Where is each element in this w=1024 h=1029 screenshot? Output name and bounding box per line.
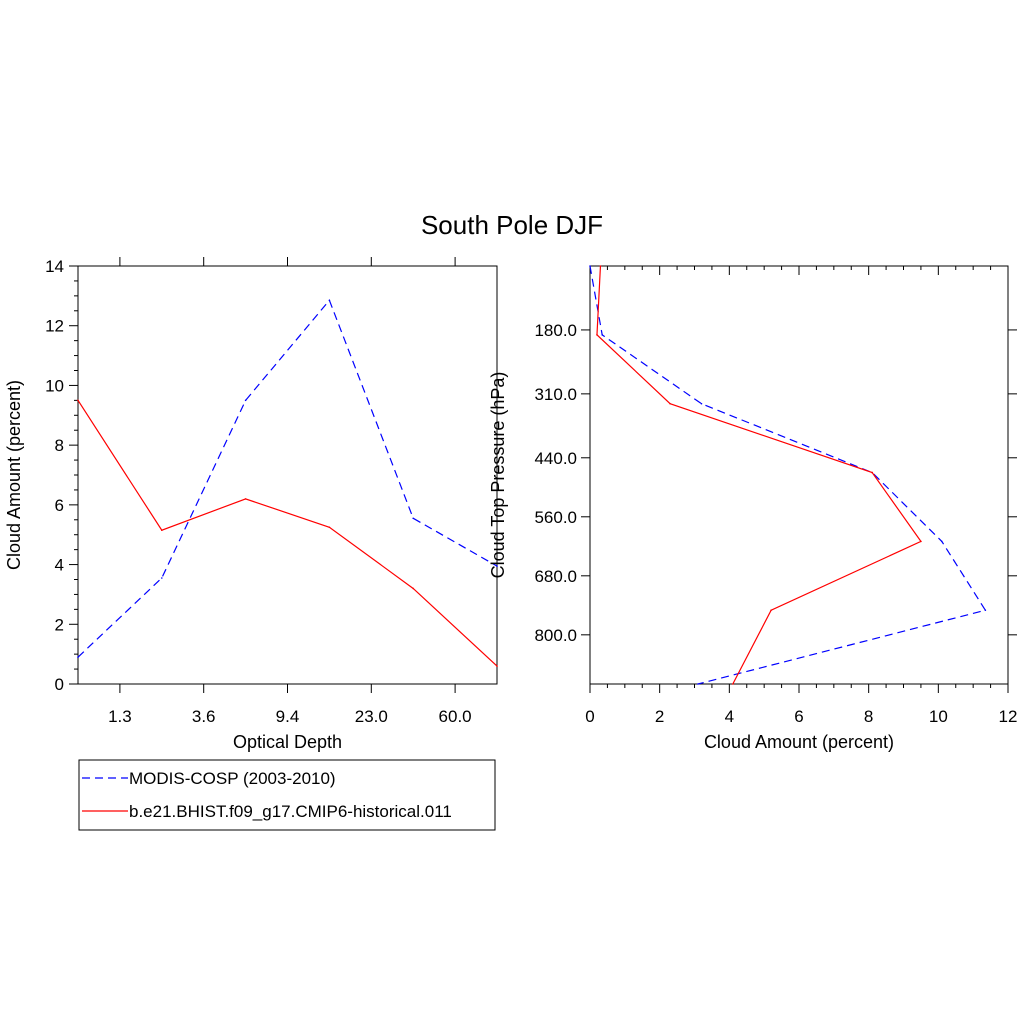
x-tick-label: 6 <box>794 707 803 726</box>
data-point <box>941 540 943 543</box>
data-point <box>700 402 703 405</box>
x-tick-label: 9.4 <box>276 707 300 726</box>
x-tick-label: 60.0 <box>439 707 472 726</box>
x-tick-label: 0 <box>585 707 594 726</box>
x-tick-label: 8 <box>864 707 873 726</box>
plot-frame <box>77 265 498 685</box>
y-tick-label: 680.0 <box>534 567 577 586</box>
data-point <box>328 299 331 302</box>
y-tick-label: 4 <box>55 556 64 575</box>
cloud-top-pressure-panel: 0 2 4 6 8 10 12 180.0 310.0 440.0 560.0 680.0 800.0 C… <box>488 265 1017 752</box>
x-axis-label: Optical Depth <box>233 732 342 752</box>
data-point <box>669 402 671 405</box>
x-tick-label: 2 <box>655 707 664 726</box>
plot-frame <box>589 265 1009 685</box>
series-line-obs <box>589 265 987 685</box>
x-tick-label: 12 <box>999 707 1018 726</box>
data-point <box>244 399 247 402</box>
series-line-model <box>77 400 498 667</box>
data-point <box>599 265 602 267</box>
data-point <box>161 529 163 532</box>
x-tick-label: 3.6 <box>192 707 216 726</box>
data-point <box>161 577 163 579</box>
data-point <box>596 334 598 336</box>
data-point <box>496 665 498 667</box>
data-point <box>871 471 873 474</box>
data-point <box>412 517 415 520</box>
data-point <box>920 540 922 543</box>
legend-label-model: b.e21.BHIST.f09_g17.CMIP6-historical.011 <box>129 802 452 821</box>
y-tick-label: 10 <box>45 376 64 395</box>
y-tick-label: 8 <box>55 436 64 455</box>
y-tick-label: 560.0 <box>534 508 577 527</box>
y-axis-label: Cloud Amount (percent) <box>4 380 24 570</box>
x-tick-label: 23.0 <box>355 707 388 726</box>
data-point <box>412 587 415 590</box>
y-tick-label: 14 <box>45 257 64 276</box>
series-line-model <box>596 265 922 685</box>
data-point <box>984 609 987 612</box>
legend: MODIS-COSP (2003-2010) b.e21.BHIST.f09_g… <box>78 759 496 831</box>
y-tick-label: 440.0 <box>534 449 577 468</box>
y-tick-label: 2 <box>55 615 64 634</box>
legend-box <box>78 759 496 831</box>
data-point <box>328 526 331 529</box>
y-tick-label: 310.0 <box>534 385 577 404</box>
y-tick-label: 800.0 <box>534 626 577 645</box>
data-point <box>244 498 247 500</box>
data-point <box>496 565 498 567</box>
optical-depth-panel: 0 2 4 6 8 10 12 14 1.3 3.6 9.4 23.0 60.0 Optical Dept… <box>4 257 498 752</box>
data-point <box>589 265 591 267</box>
x-tick-label: 10 <box>929 707 948 726</box>
y-tick-label: 12 <box>45 317 64 336</box>
y-tick-label: 6 <box>55 496 64 515</box>
series-line-obs <box>77 299 498 658</box>
data-point <box>732 683 734 685</box>
x-tick-label: 4 <box>725 707 734 726</box>
y-tick-label: 0 <box>55 675 64 694</box>
data-point <box>77 656 79 658</box>
data-point <box>770 609 772 612</box>
data-point <box>697 683 699 685</box>
y-tick-label: 180.0 <box>534 321 577 340</box>
data-point <box>77 399 79 402</box>
x-axis-label: Cloud Amount (percent) <box>704 732 894 752</box>
data-point <box>601 334 603 336</box>
x-tick-label: 1.3 <box>108 707 132 726</box>
legend-label-obs: MODIS-COSP (2003-2010) <box>129 769 336 788</box>
chart-title: South Pole DJF <box>421 210 603 240</box>
y-axis-label: Cloud Top Pressure (hPa) <box>488 372 508 579</box>
